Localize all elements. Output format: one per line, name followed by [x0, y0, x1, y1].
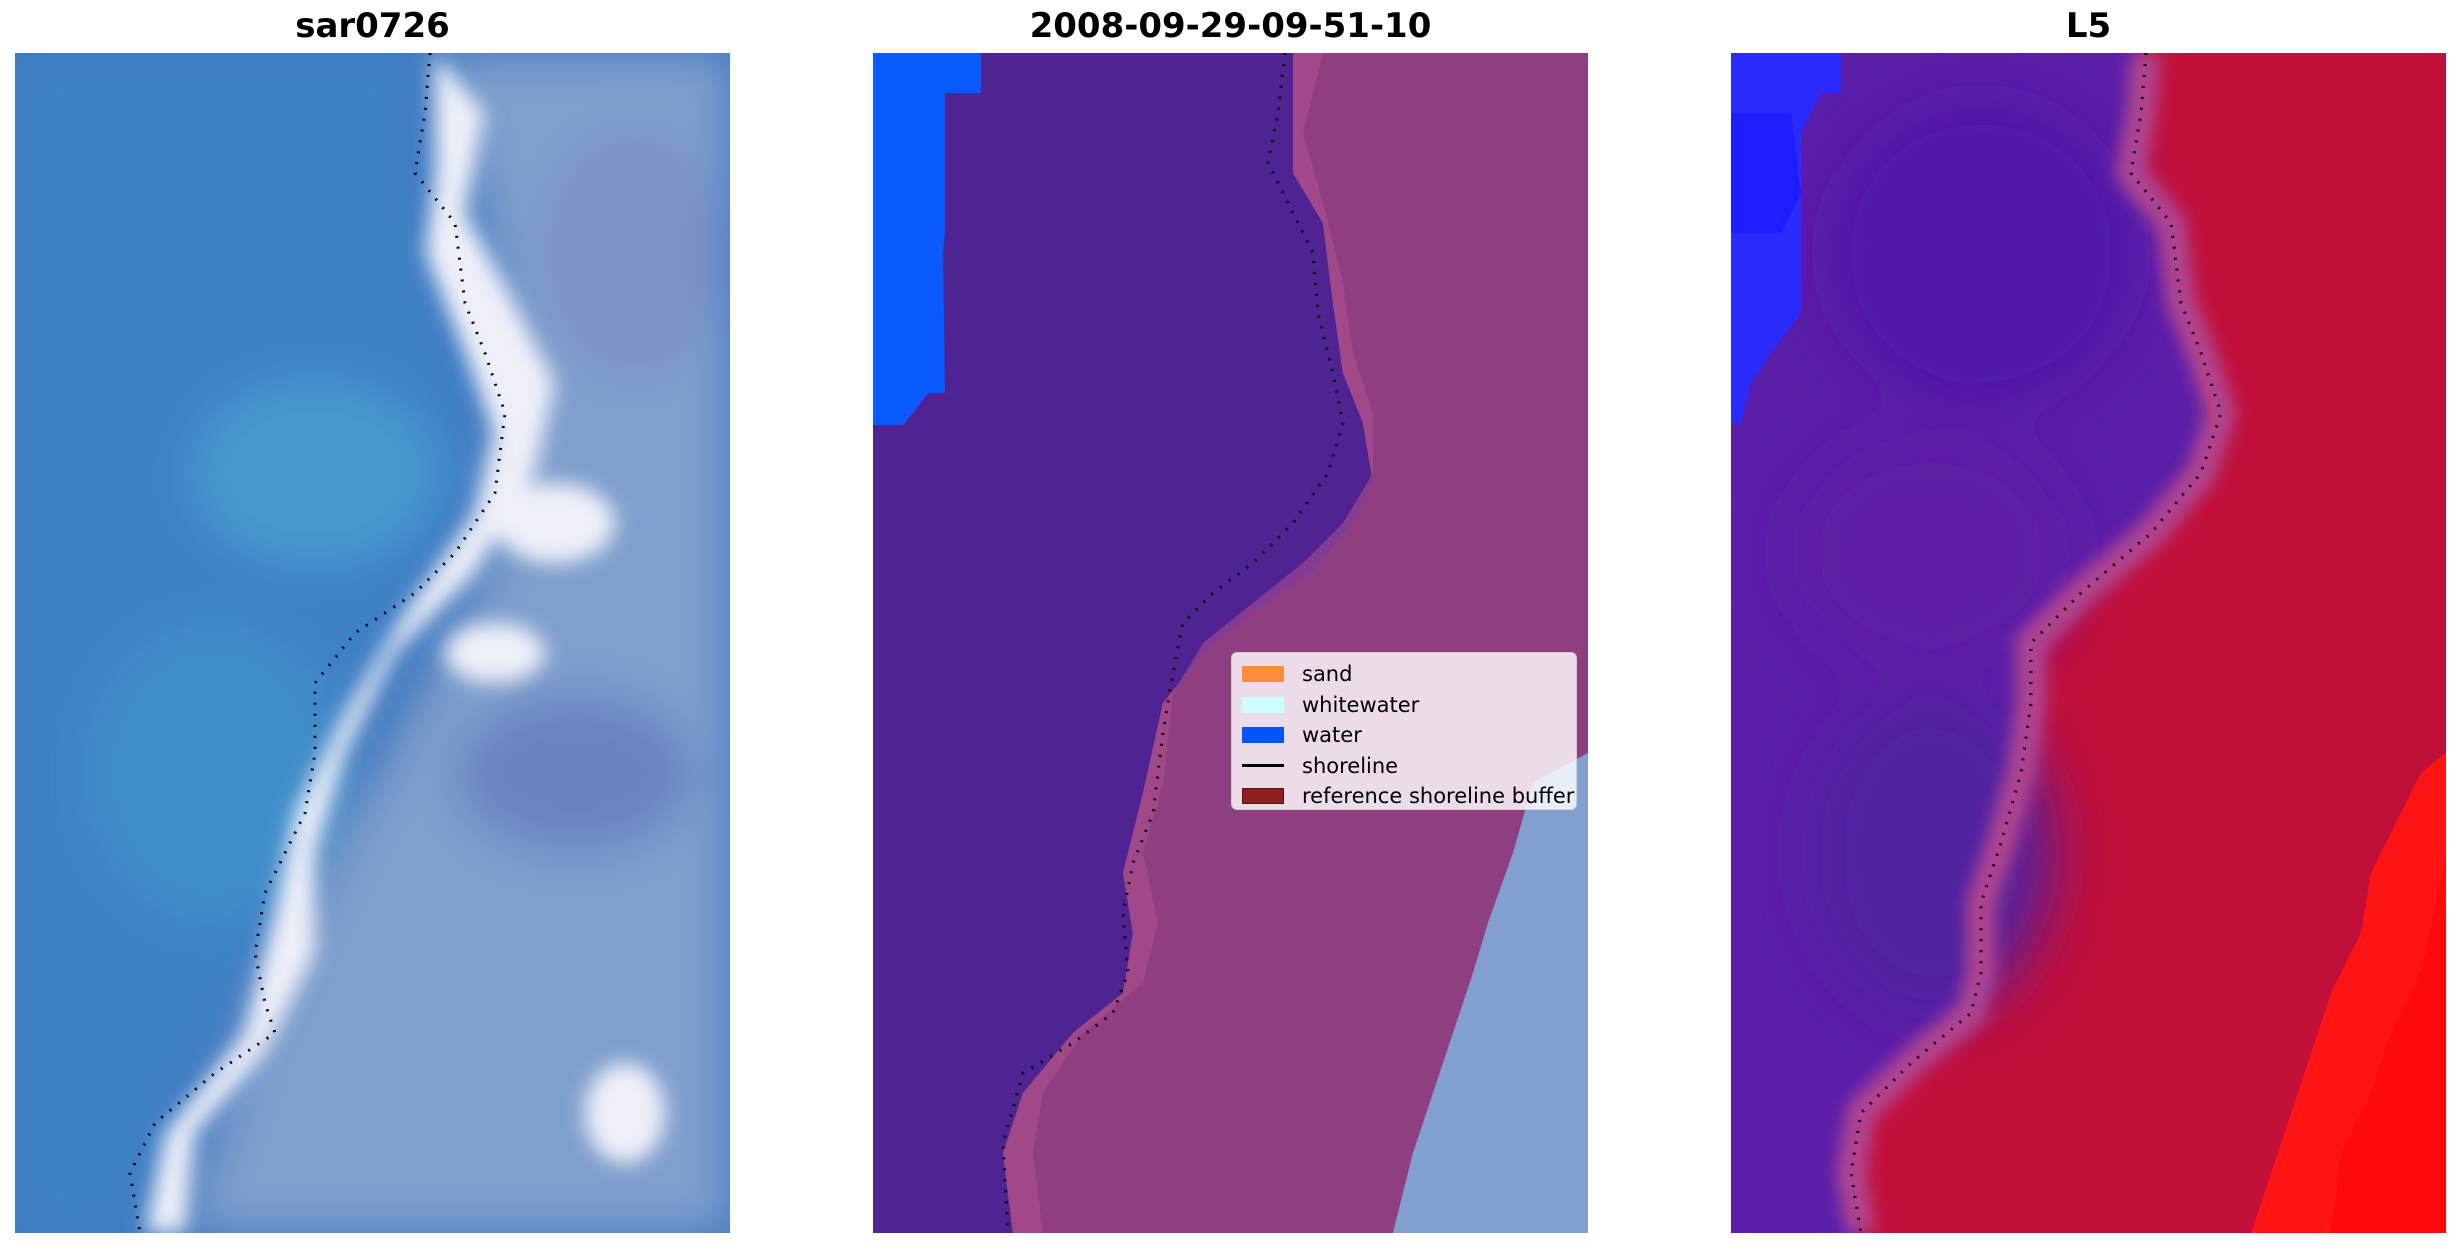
legend-swatch-shoreline — [1242, 764, 1284, 768]
legend-swatch-whitewater — [1242, 696, 1284, 713]
index-image — [1731, 53, 2446, 1233]
legend: sand whitewater water shoreline referenc… — [1231, 652, 1577, 810]
legend-item-sand: sand — [1242, 659, 1566, 690]
legend-item-whitewater: whitewater — [1242, 690, 1566, 721]
index-panel — [1731, 53, 2446, 1233]
rgb-image-panel — [15, 53, 730, 1233]
legend-label-sand: sand — [1302, 662, 1353, 687]
panel-title-classification: 2008-09-29-09-51-10 — [1029, 6, 1432, 46]
legend-label-water: water — [1302, 723, 1362, 748]
rgb-image — [15, 53, 730, 1233]
legend-item-reference-buffer: reference shoreline buffer — [1242, 781, 1574, 812]
panel-title-index: L5 — [2065, 6, 2112, 46]
legend-item-water: water — [1242, 720, 1566, 751]
classification-image — [873, 53, 1588, 1233]
legend-label-shoreline: shoreline — [1302, 753, 1399, 778]
panel-title-rgb: sar0726 — [295, 6, 450, 46]
legend-label-reference-buffer: reference shoreline buffer — [1302, 784, 1575, 809]
legend-swatch-reference-buffer — [1242, 788, 1284, 805]
legend-swatch-sand — [1242, 666, 1284, 683]
legend-label-whitewater: whitewater — [1302, 692, 1420, 717]
classification-panel — [873, 53, 1588, 1233]
legend-swatch-water — [1242, 727, 1284, 744]
legend-item-shoreline: shoreline — [1242, 751, 1566, 782]
